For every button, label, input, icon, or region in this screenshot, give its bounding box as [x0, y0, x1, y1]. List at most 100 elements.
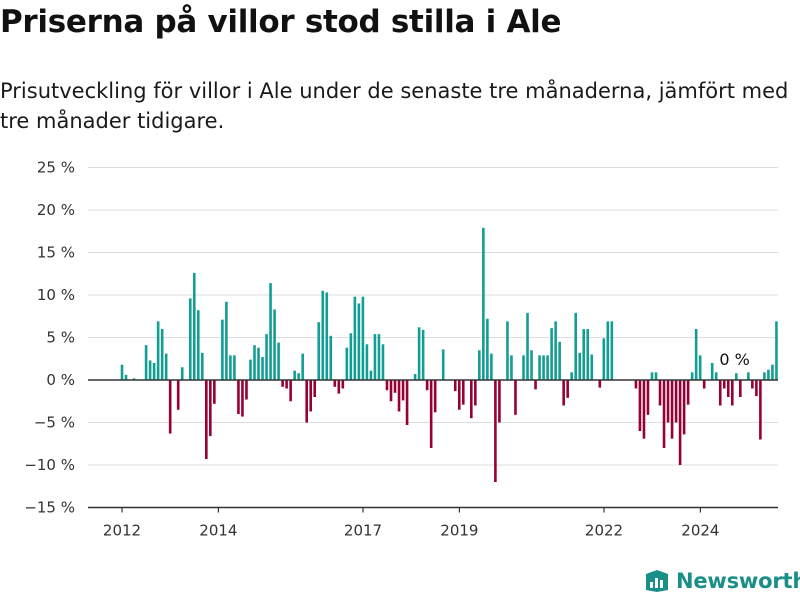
- bar: [714, 372, 718, 380]
- bar: [209, 380, 212, 437]
- bar: [763, 372, 766, 380]
- bar: [610, 321, 614, 380]
- grid-lines: [88, 167, 778, 508]
- bar: [188, 298, 192, 380]
- bar: [478, 350, 481, 380]
- bar: [317, 322, 321, 380]
- y-tick-label: 5 %: [46, 329, 75, 347]
- x-tick-label: 2024: [681, 522, 719, 540]
- brand-name: Newsworthy: [676, 569, 800, 593]
- bar: [289, 380, 292, 402]
- bar: [490, 353, 493, 380]
- bar: [722, 380, 726, 389]
- bar: [365, 344, 369, 380]
- y-axis: −15 % −10 % −5 % 0 % 5 % 10 % 15 % 20 % 25 %: [24, 159, 75, 517]
- bar: [349, 333, 353, 380]
- bar: [554, 321, 557, 380]
- bar: [441, 349, 445, 380]
- bar: [373, 334, 377, 380]
- bar: [702, 380, 706, 389]
- bar: [269, 283, 272, 380]
- bar: [698, 355, 702, 380]
- bar: [237, 380, 240, 414]
- bar: [405, 380, 409, 426]
- bar: [265, 334, 268, 380]
- y-tick-label: 0 %: [46, 371, 75, 389]
- bar: [739, 380, 742, 397]
- bar: [542, 355, 545, 380]
- bar: [578, 352, 582, 380]
- bar: [771, 364, 774, 380]
- x-axis: 2012 2014 2017 2019 2022 2024: [88, 506, 778, 540]
- bar: [530, 350, 533, 380]
- bar: [397, 380, 401, 412]
- bar: [213, 380, 216, 404]
- x-tick-label: 2014: [199, 522, 237, 540]
- bar: [747, 372, 750, 380]
- bar: [249, 359, 252, 380]
- x-tick-label: 2012: [103, 522, 141, 540]
- bar: [606, 321, 610, 380]
- bar: [156, 321, 160, 380]
- bar: [401, 380, 405, 401]
- bar: [337, 380, 341, 394]
- annotation-label: 0 %: [719, 350, 749, 369]
- bar: [164, 353, 168, 380]
- bar: [538, 355, 541, 380]
- y-tick-label: 10 %: [37, 286, 75, 304]
- bar: [333, 380, 337, 387]
- bar: [453, 380, 457, 392]
- bar: [730, 380, 734, 406]
- bar: [301, 353, 304, 380]
- bar: [514, 380, 517, 415]
- bar: [180, 367, 184, 380]
- bar: [225, 301, 228, 380]
- bar: [241, 380, 244, 417]
- x-tick-label: 2017: [344, 522, 382, 540]
- bar: [361, 296, 365, 380]
- bar: [176, 380, 180, 410]
- bar: [369, 370, 373, 380]
- bar: [245, 380, 248, 400]
- bar: [321, 290, 325, 380]
- bar: [767, 369, 770, 380]
- bar: [389, 380, 393, 402]
- bar: [494, 380, 497, 482]
- bar: [755, 380, 758, 397]
- bar: [498, 380, 501, 423]
- bar: [160, 329, 164, 380]
- bar: [482, 227, 485, 380]
- y-tick-label: 15 %: [37, 244, 75, 262]
- bar: [562, 380, 565, 406]
- bar: [305, 380, 308, 423]
- x-tick-label: 2019: [440, 522, 478, 540]
- bar: [470, 380, 473, 419]
- bar: [550, 328, 553, 380]
- bar: [686, 380, 690, 405]
- bar: [393, 380, 397, 393]
- bar: [261, 357, 264, 380]
- bar: [297, 373, 300, 380]
- bar: [590, 354, 594, 380]
- bar: [642, 380, 646, 439]
- bar: [506, 321, 509, 380]
- bar: [433, 380, 437, 413]
- bar: [674, 380, 678, 423]
- bar: [277, 342, 280, 380]
- bar: [221, 319, 224, 380]
- bar: [646, 380, 650, 415]
- bar: [461, 380, 465, 405]
- bar: [417, 327, 421, 380]
- annotation: 0 %: [719, 350, 749, 369]
- bar: [132, 378, 136, 380]
- bar: [666, 380, 670, 423]
- bar: [353, 296, 357, 380]
- bar-chart: −15 % −10 % −5 % 0 % 5 % 10 % 15 % 20 % 25 % 201…: [24, 159, 778, 540]
- bar: [421, 329, 425, 380]
- x-tick-label: 2022: [585, 522, 623, 540]
- bar: [690, 372, 694, 380]
- bar: [120, 364, 124, 380]
- bar: [309, 380, 313, 412]
- bar: [558, 341, 561, 380]
- bar: [638, 380, 642, 431]
